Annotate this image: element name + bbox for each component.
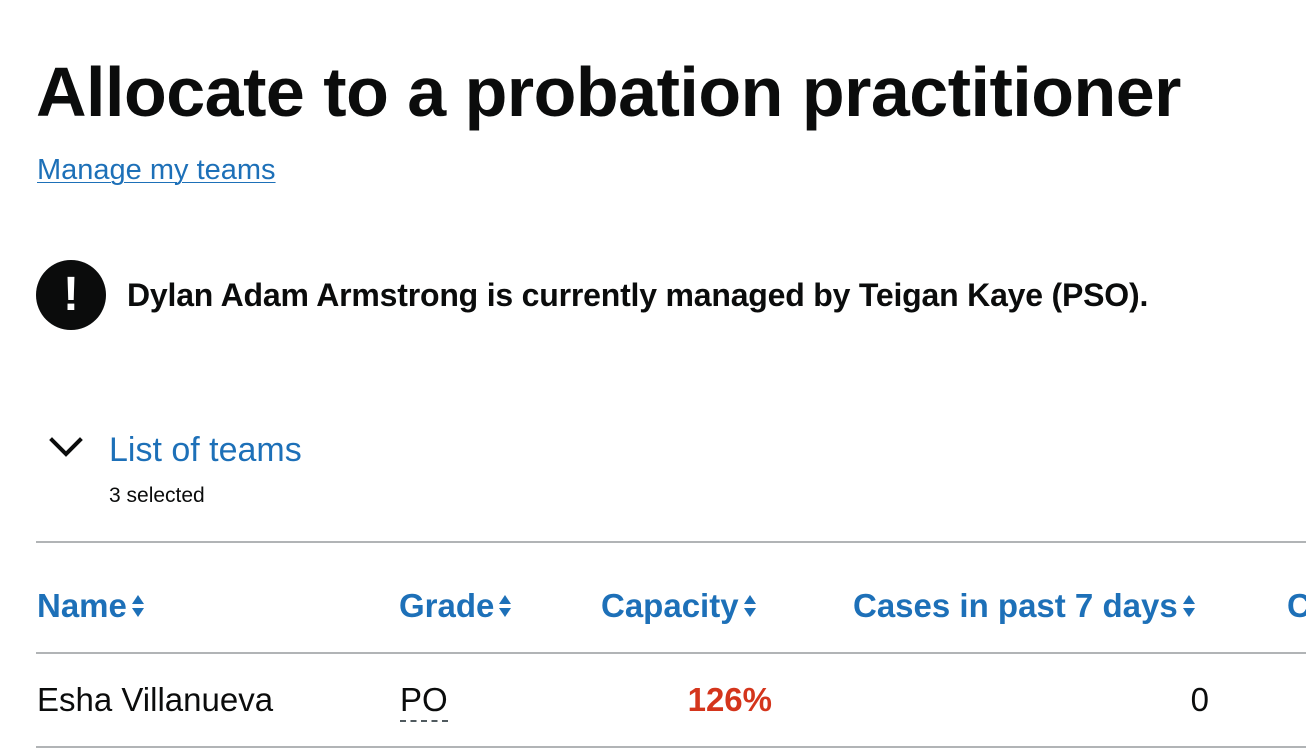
name-header-label: Name xyxy=(37,587,127,624)
teams-selected-count: 3 selected xyxy=(109,484,205,507)
next-column-header-partial[interactable]: C xyxy=(1287,587,1306,625)
cases-past-7-days-value: 0 xyxy=(1190,681,1209,718)
sort-by-capacity-header[interactable]: Capacity xyxy=(601,587,757,625)
sort-by-cases-past-7-days-header[interactable]: Cases in past 7 days xyxy=(853,587,1196,625)
page-title: Allocate to a probation practitioner xyxy=(36,53,1181,131)
sort-icon xyxy=(499,595,512,617)
capacity-header-label: Capacity xyxy=(601,587,739,624)
grade-cell: PO xyxy=(400,681,448,722)
warning-text: Dylan Adam Armstrong is currently manage… xyxy=(127,276,1149,313)
capacity-value: 126% xyxy=(687,681,772,718)
list-of-teams-label[interactable]: List of teams xyxy=(109,431,302,469)
grade-header-label: Grade xyxy=(399,587,495,624)
warning-callout: ! Dylan Adam Armstrong is currently mana… xyxy=(36,260,1148,330)
sort-by-grade-header[interactable]: Grade xyxy=(399,587,512,625)
chevron-down-icon xyxy=(36,428,96,468)
next-header-label: C xyxy=(1287,587,1306,624)
sort-icon xyxy=(743,595,756,617)
sort-by-name-header[interactable]: Name xyxy=(37,587,145,625)
practitioner-name: Esha Villanueva xyxy=(37,681,274,718)
sort-icon xyxy=(1182,595,1195,617)
grade-abbreviation[interactable]: PO xyxy=(400,681,448,722)
row-divider xyxy=(36,746,1306,748)
list-of-teams-toggle[interactable]: List of teams xyxy=(36,428,302,472)
cases-header-label: Cases in past 7 days xyxy=(853,587,1178,624)
manage-my-teams-link[interactable]: Manage my teams xyxy=(37,154,276,186)
header-divider xyxy=(36,652,1306,654)
sort-icon xyxy=(131,595,144,617)
divider xyxy=(36,541,1306,543)
warning-icon: ! xyxy=(36,260,106,330)
